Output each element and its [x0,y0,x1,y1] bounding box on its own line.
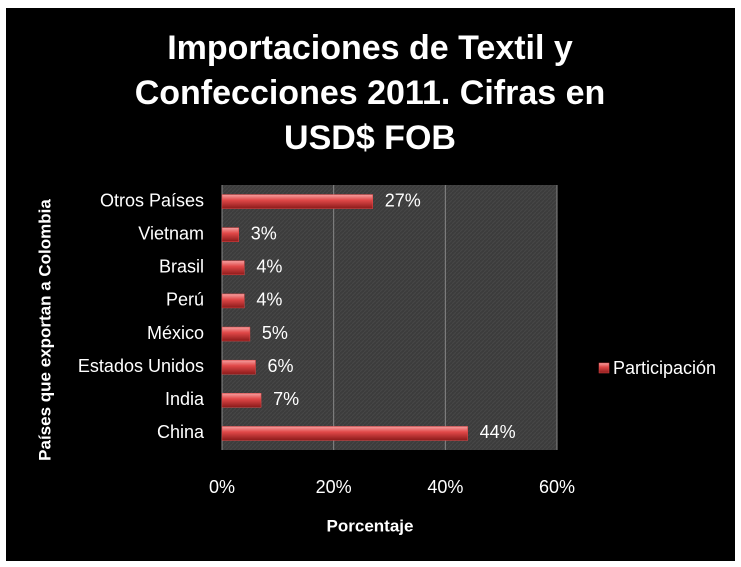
y-tick-label: India [165,389,205,409]
bar [221,326,251,342]
y-tick-label: Perú [166,290,204,310]
chart-title: Importaciones de Textil y Confecciones 2… [134,29,606,157]
bar [221,227,239,242]
legend-label: Participación [613,358,716,378]
bar [221,359,256,375]
value-label: 27% [385,190,421,210]
value-label: 4% [256,257,282,277]
y-tick-label: Otros Países [100,190,204,210]
y-axis-label: Países que exportan a Colombia [35,199,54,461]
y-tick-label: Vietnam [138,223,204,243]
plot-area [222,185,557,450]
bar [221,426,468,441]
bar [221,194,373,209]
value-label: 4% [256,290,282,310]
bar [221,393,262,408]
y-tick-label: Estados Unidos [78,356,204,376]
x-tick-label: 60% [539,477,575,497]
value-label: 5% [262,323,288,343]
value-label: 44% [480,422,516,442]
y-tick-label: China [157,422,205,442]
x-tick-label: 0% [209,477,235,497]
x-axis-label: Porcentaje [327,516,414,535]
value-label: 7% [273,389,299,409]
x-tick-label: 40% [427,477,463,497]
value-label: 6% [268,356,294,376]
bar [221,293,245,309]
bar [221,260,245,276]
y-tick-label: Brasil [159,257,204,277]
value-label: 3% [251,223,277,243]
x-tick-label: 20% [316,477,352,497]
y-tick-label: México [147,323,204,343]
legend-swatch [598,362,610,374]
